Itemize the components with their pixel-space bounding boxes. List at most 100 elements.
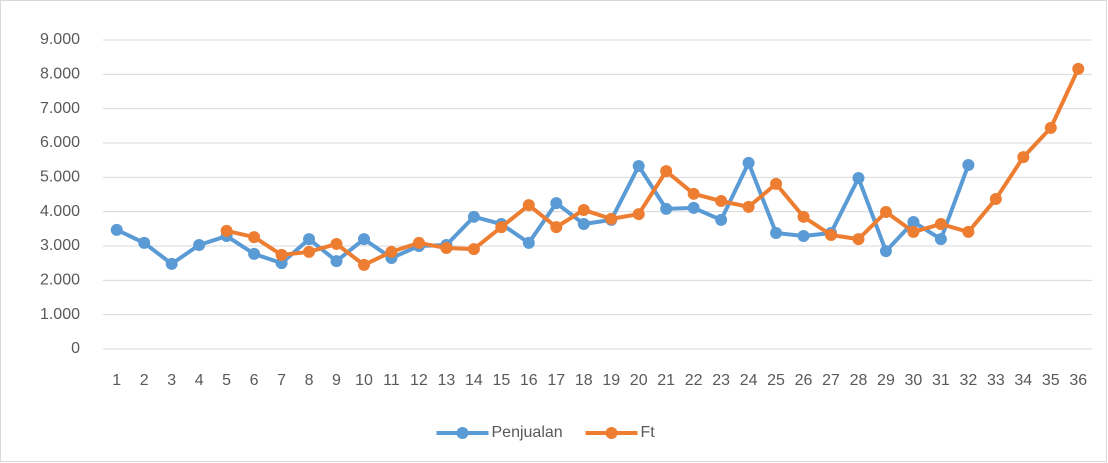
x-tick-label: 20 <box>630 372 648 389</box>
data-point <box>193 238 206 251</box>
legend-marker <box>605 427 618 439</box>
data-point <box>550 197 563 210</box>
data-point <box>330 237 343 250</box>
x-tick-label: 11 <box>383 372 400 389</box>
data-point <box>934 218 947 231</box>
data-point <box>770 177 783 190</box>
data-point <box>1017 151 1030 164</box>
x-tick-label: 22 <box>685 372 703 389</box>
data-point <box>577 218 590 231</box>
x-tick-label: 1 <box>112 372 121 389</box>
y-tick-label: 1.000 <box>40 306 80 323</box>
y-tick-label: 6.000 <box>40 134 80 151</box>
x-tick-label: 14 <box>465 372 483 389</box>
y-tick-label: 8.000 <box>40 66 80 83</box>
data-point <box>687 187 700 200</box>
data-point <box>825 229 838 242</box>
x-tick-label: 24 <box>740 372 758 389</box>
y-tick-label: 3.000 <box>40 237 80 254</box>
x-tick-label: 4 <box>195 372 204 389</box>
x-tick-label: 7 <box>277 372 286 389</box>
y-tick-label: 4.000 <box>40 203 80 220</box>
data-point <box>467 210 480 223</box>
data-point <box>440 242 453 255</box>
data-point <box>907 215 920 228</box>
x-tick-label: 31 <box>932 372 950 389</box>
data-point <box>522 236 535 249</box>
data-point <box>879 245 892 258</box>
y-tick-label: 9.000 <box>40 31 80 48</box>
x-tick-label: 26 <box>795 372 813 389</box>
data-point <box>495 221 508 234</box>
x-tick-label: 13 <box>438 372 456 389</box>
legend-marker <box>456 427 469 439</box>
x-tick-label: 36 <box>1069 372 1087 389</box>
data-point <box>797 210 810 223</box>
data-point <box>934 233 947 246</box>
x-tick-label: 10 <box>355 372 373 389</box>
x-tick-label: 19 <box>602 372 620 389</box>
x-tick-label: 18 <box>575 372 593 389</box>
data-point <box>577 203 590 216</box>
x-tick-label: 27 <box>822 372 840 389</box>
x-tick-label: 3 <box>167 372 176 389</box>
data-point <box>632 160 645 173</box>
data-point <box>220 224 233 237</box>
data-point <box>357 258 370 271</box>
data-point <box>989 192 1002 205</box>
data-point <box>1072 62 1085 75</box>
data-point <box>275 257 288 270</box>
data-point <box>852 172 865 185</box>
data-point <box>303 245 316 258</box>
x-tick-label: 8 <box>305 372 314 389</box>
x-tick-label: 28 <box>850 372 868 389</box>
x-tick-label: 30 <box>905 372 923 389</box>
data-point <box>660 165 673 178</box>
legend-label: Ft <box>641 424 656 441</box>
data-point <box>715 195 728 208</box>
data-point <box>303 233 316 246</box>
data-point <box>522 199 535 212</box>
data-point <box>550 221 563 234</box>
data-point <box>357 233 370 246</box>
data-point <box>110 223 123 236</box>
data-point <box>687 201 700 214</box>
data-point <box>275 248 288 261</box>
x-tick-label: 15 <box>492 372 510 389</box>
x-tick-label: 33 <box>987 372 1005 389</box>
data-point <box>742 156 755 169</box>
x-tick-label: 21 <box>657 372 675 389</box>
x-tick-label: 34 <box>1014 372 1032 389</box>
x-tick-label: 9 <box>332 372 341 389</box>
data-point <box>165 257 178 270</box>
y-tick-label: 7.000 <box>40 100 80 117</box>
data-point <box>770 226 783 239</box>
data-point <box>330 255 343 268</box>
data-point <box>605 212 618 225</box>
x-tick-label: 32 <box>959 372 977 389</box>
data-point <box>852 233 865 246</box>
data-point <box>962 225 975 238</box>
y-tick-label: 0 <box>71 340 80 357</box>
x-tick-label: 2 <box>140 372 149 389</box>
data-point <box>138 236 151 249</box>
x-tick-label: 16 <box>520 372 538 389</box>
data-point <box>715 213 728 226</box>
data-point <box>467 243 480 256</box>
legend-label: Penjualan <box>492 424 563 441</box>
x-tick-label: 12 <box>410 372 428 389</box>
data-point <box>1044 121 1057 134</box>
x-tick-label: 5 <box>222 372 231 389</box>
y-tick-label: 2.000 <box>40 272 80 289</box>
x-tick-label: 23 <box>712 372 730 389</box>
data-point <box>742 200 755 213</box>
x-tick-label: 25 <box>767 372 785 389</box>
x-tick-label: 6 <box>250 372 259 389</box>
data-point <box>412 236 425 249</box>
data-point <box>879 206 892 219</box>
data-point <box>797 230 810 243</box>
x-tick-label: 29 <box>877 372 895 389</box>
data-point <box>385 245 398 258</box>
x-tick-label: 17 <box>547 372 565 389</box>
